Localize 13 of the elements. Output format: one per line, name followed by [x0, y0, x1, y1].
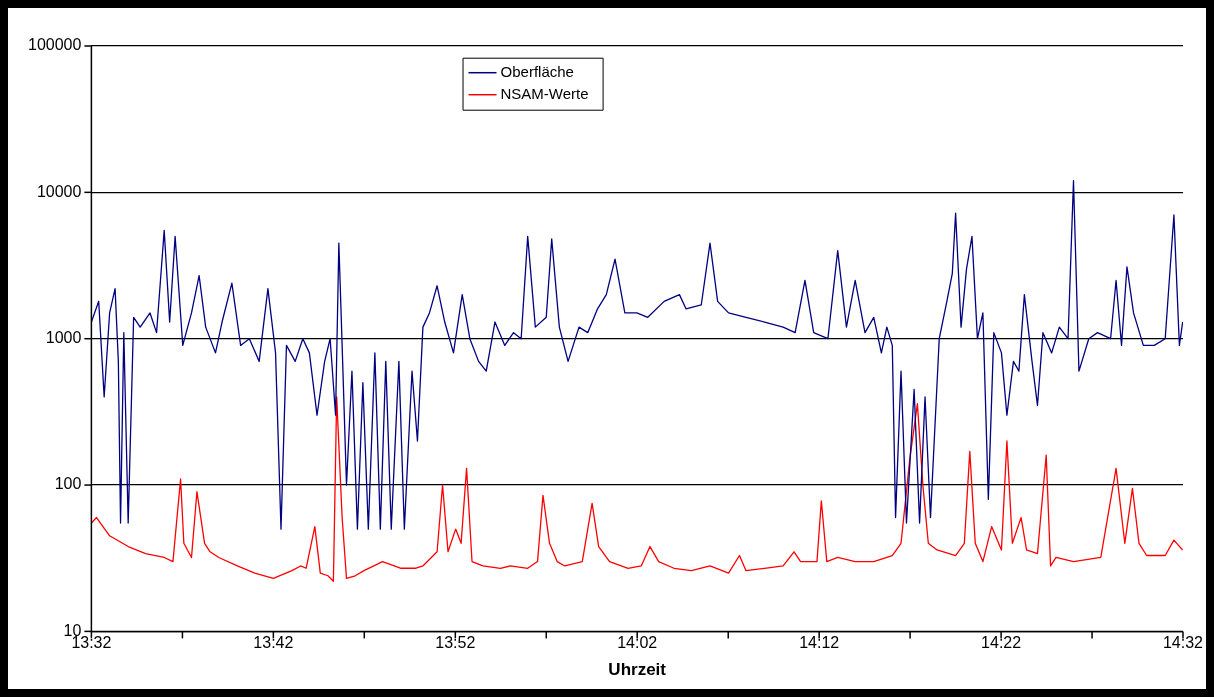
x-tick-label: 14:32	[1162, 634, 1204, 652]
x-tick-label: 13:42	[253, 634, 294, 652]
x-axis-title: Uhrzeit	[608, 660, 667, 680]
x-tick-label: 13:52	[435, 634, 476, 652]
x-tick-label: 14:22	[981, 634, 1022, 652]
y-tick-label: 100000	[28, 36, 82, 54]
x-tick-label: 14:02	[617, 634, 658, 652]
y-tick-label: 10000	[36, 182, 82, 200]
y-tick-label: 100	[54, 475, 82, 493]
y-tick-label: 1000	[45, 329, 82, 347]
legend-label: NSAM-Werte	[500, 84, 589, 102]
legend-label: Oberfläche	[500, 62, 574, 80]
x-tick-label: 14:12	[799, 634, 840, 652]
